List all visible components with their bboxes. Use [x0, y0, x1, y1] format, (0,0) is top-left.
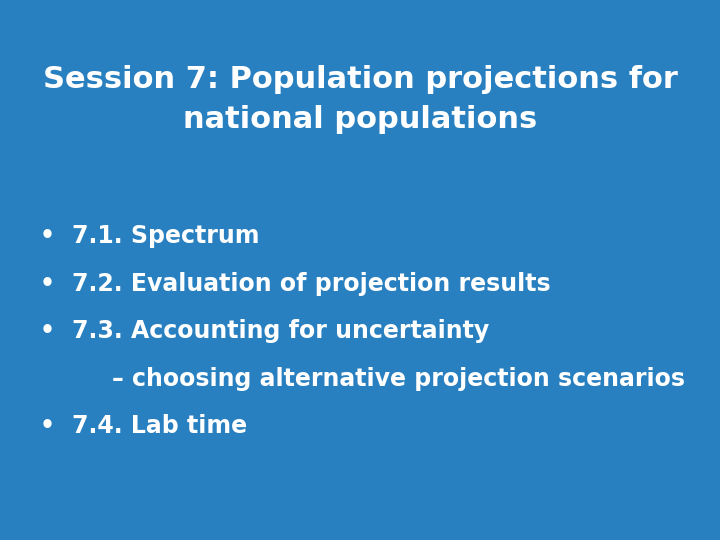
Text: •: •	[40, 414, 55, 438]
Text: – choosing alternative projection scenarios: – choosing alternative projection scenar…	[112, 367, 685, 390]
Text: •: •	[40, 319, 55, 343]
Text: 7.1. Spectrum: 7.1. Spectrum	[72, 224, 259, 248]
Text: Session 7: Population projections for
national populations: Session 7: Population projections for na…	[42, 65, 678, 134]
Text: •: •	[40, 272, 55, 295]
Text: 7.4. Lab time: 7.4. Lab time	[72, 414, 247, 438]
Text: 7.3. Accounting for uncertainty: 7.3. Accounting for uncertainty	[72, 319, 490, 343]
Text: 7.2. Evaluation of projection results: 7.2. Evaluation of projection results	[72, 272, 551, 295]
Text: •: •	[40, 224, 55, 248]
